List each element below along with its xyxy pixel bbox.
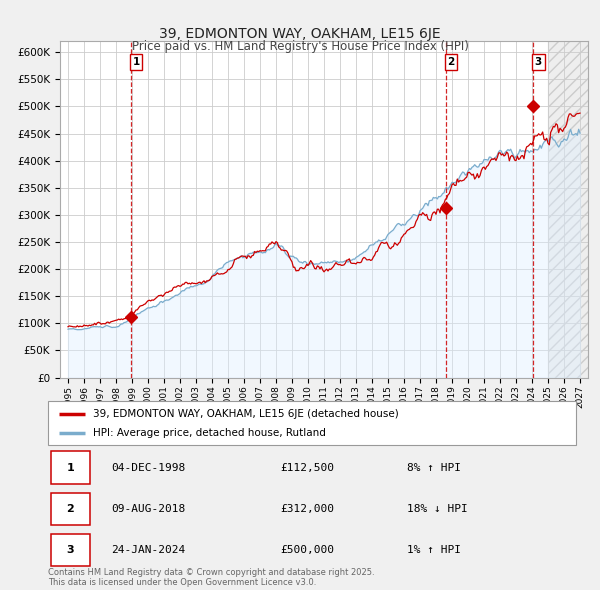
Text: 1: 1 (133, 57, 140, 67)
Text: £112,500: £112,500 (280, 463, 334, 473)
Text: HPI: Average price, detached house, Rutland: HPI: Average price, detached house, Rutl… (93, 428, 326, 438)
Text: 1: 1 (67, 463, 74, 473)
Text: 2: 2 (448, 57, 455, 67)
FancyBboxPatch shape (50, 451, 90, 484)
Text: 39, EDMONTON WAY, OAKHAM, LE15 6JE (detached house): 39, EDMONTON WAY, OAKHAM, LE15 6JE (deta… (93, 409, 398, 418)
FancyBboxPatch shape (48, 401, 576, 445)
Text: 18% ↓ HPI: 18% ↓ HPI (407, 504, 468, 514)
Text: 09-AUG-2018: 09-AUG-2018 (112, 504, 185, 514)
Text: Price paid vs. HM Land Registry's House Price Index (HPI): Price paid vs. HM Land Registry's House … (131, 40, 469, 53)
Text: 3: 3 (67, 545, 74, 555)
Text: 24-JAN-2024: 24-JAN-2024 (112, 545, 185, 555)
Text: £500,000: £500,000 (280, 545, 334, 555)
Text: 04-DEC-1998: 04-DEC-1998 (112, 463, 185, 473)
FancyBboxPatch shape (50, 493, 90, 525)
Bar (548, 41, 588, 378)
Bar (548, 41, 588, 378)
Text: 8% ↑ HPI: 8% ↑ HPI (407, 463, 461, 473)
Text: 3: 3 (535, 57, 542, 67)
Text: Contains HM Land Registry data © Crown copyright and database right 2025.
This d: Contains HM Land Registry data © Crown c… (48, 568, 374, 587)
Text: 2: 2 (67, 504, 74, 514)
Text: £312,000: £312,000 (280, 504, 334, 514)
Text: 39, EDMONTON WAY, OAKHAM, LE15 6JE: 39, EDMONTON WAY, OAKHAM, LE15 6JE (159, 27, 441, 41)
Text: 1% ↑ HPI: 1% ↑ HPI (407, 545, 461, 555)
FancyBboxPatch shape (50, 534, 90, 566)
